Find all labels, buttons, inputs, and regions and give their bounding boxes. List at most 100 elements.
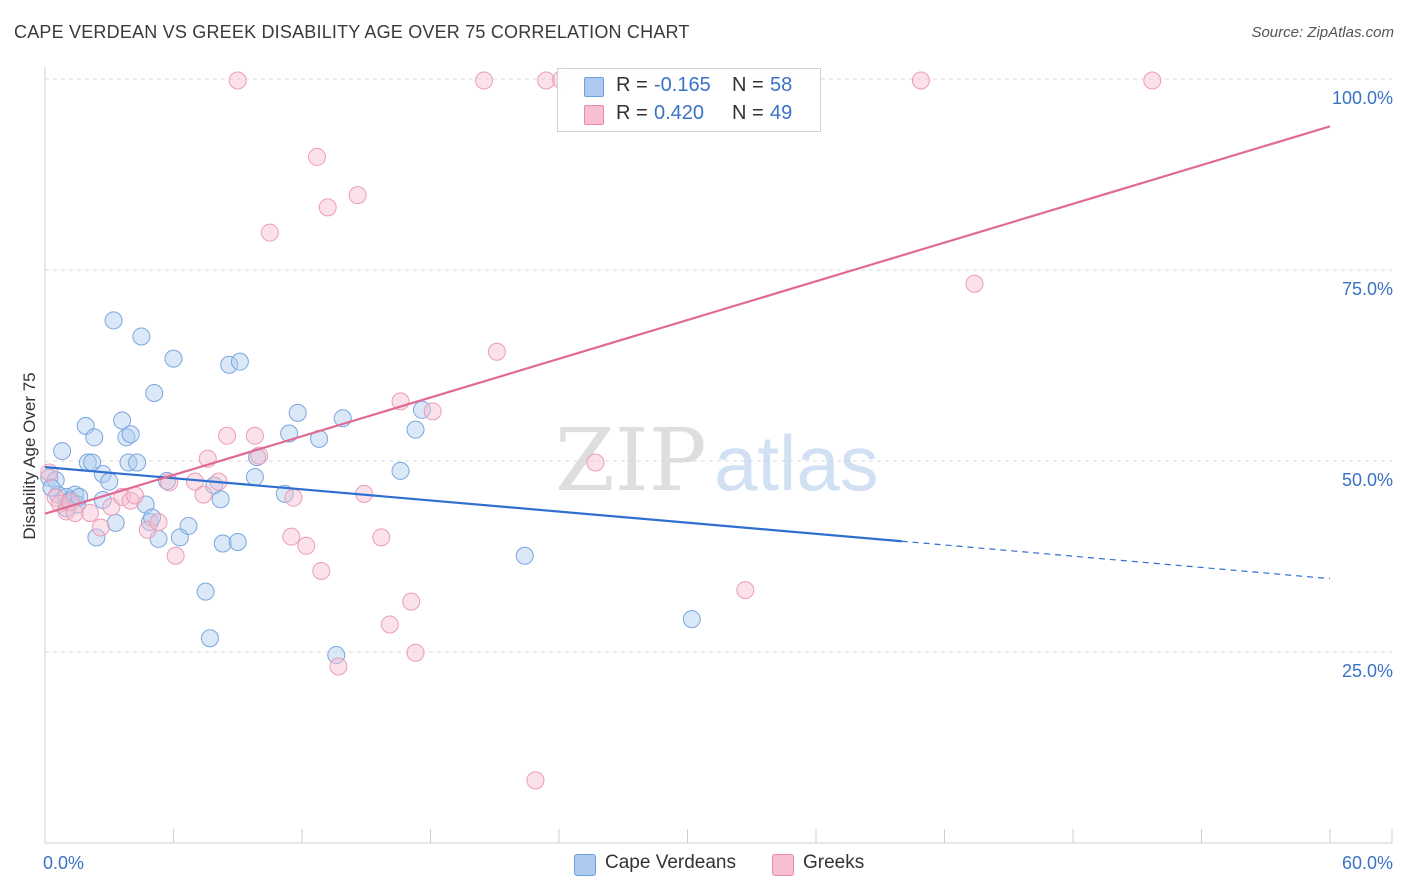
legend-swatch-cape-verdeans [584, 77, 604, 97]
legend-n-label: N = [732, 102, 764, 124]
point-cape-verdean [164, 349, 183, 368]
point-cape-verdean [42, 478, 61, 497]
tick-labels: 25.0% 50.0% 75.0% 100.0% 0.0% 60.0% [43, 88, 1393, 873]
point-greek [91, 518, 110, 537]
point-greek [228, 71, 247, 90]
legend-row-greeks: R = 0.420 N = 49 [558, 100, 820, 128]
watermark: ZIP atlas [555, 411, 879, 511]
chart-title: CAPE VERDEAN VS GREEK DISABILITY AGE OVE… [14, 22, 690, 42]
watermark-atlas: atlas [714, 419, 879, 507]
point-greek [166, 546, 185, 565]
point-greek [149, 513, 168, 532]
bottom-legend-label-cape-verdeans: Cape Verdeans [605, 852, 736, 873]
point-greek [537, 71, 556, 90]
point-greek [260, 223, 279, 242]
point-greek [194, 485, 213, 504]
point-greek [487, 342, 506, 361]
point-greek [297, 536, 316, 555]
y-tick-label: 50.0% [1342, 470, 1393, 490]
y-axis-label: Disability Age Over 75 [20, 372, 39, 539]
point-cape-verdean [230, 352, 249, 371]
point-cape-verdean [100, 472, 119, 491]
point-greek [372, 528, 391, 547]
point-cape-verdean [85, 428, 104, 447]
point-cape-verdean [327, 646, 346, 665]
point-cape-verdean [211, 490, 230, 509]
point-cape-verdean [53, 442, 72, 461]
point-greek [1143, 71, 1162, 90]
legend-r-label: R = [616, 74, 648, 96]
legend-r-value-greeks: 0.420 [654, 102, 705, 124]
point-cape-verdean [682, 610, 701, 629]
point-cape-verdean [200, 629, 219, 648]
correlation-legend: R = -0.165 N = 58 R = 0.420 N = 49 [557, 68, 821, 132]
point-cape-verdean [121, 425, 140, 444]
point-greek [80, 503, 99, 522]
point-greek [911, 71, 930, 90]
trendline-greeks [44, 125, 1331, 515]
legend-row-cape-verdeans: R = -0.165 N = 58 [558, 72, 820, 100]
point-greek [348, 186, 367, 205]
grid-lines [45, 78, 1392, 653]
point-cape-verdean [220, 355, 239, 374]
point-cape-verdean [196, 582, 215, 601]
legend-n-value-greeks: 49 [770, 102, 793, 124]
point-greek [402, 592, 421, 611]
point-greek [312, 562, 331, 581]
point-cape-verdean [406, 420, 425, 439]
legend-swatch-greeks [584, 105, 604, 125]
point-cape-verdean [275, 484, 294, 503]
point-greek [736, 581, 755, 600]
trendline-cape-verdeans-extension [901, 540, 1331, 580]
legend-n-label: N = [732, 74, 764, 96]
point-greek [138, 520, 157, 539]
axes [44, 67, 1393, 844]
point-cape-verdean [145, 384, 164, 403]
point-cape-verdean [132, 327, 151, 346]
point-cape-verdean [87, 528, 106, 547]
chart-source: Source: ZipAtlas.com [1251, 24, 1394, 41]
point-greek [475, 71, 494, 90]
bottom-legend-swatch-greeks [772, 854, 794, 876]
point-cape-verdean [106, 513, 125, 532]
x-tick-label: 60.0% [1342, 853, 1393, 873]
point-greek [245, 426, 264, 445]
point-greek [284, 488, 303, 507]
point-greek [329, 657, 348, 676]
x-tick-label: 0.0% [43, 853, 84, 873]
point-cape-verdean [113, 411, 132, 430]
point-cape-verdean [213, 534, 232, 553]
y-tick-label: 75.0% [1342, 279, 1393, 299]
legend-r-label: R = [616, 102, 648, 124]
y-tick-label: 25.0% [1342, 661, 1393, 681]
point-cape-verdean [391, 461, 410, 480]
point-greek [586, 453, 605, 472]
trendline-cape-verdeans [44, 466, 902, 543]
point-greek [526, 771, 545, 790]
point-cape-verdean [93, 464, 112, 483]
point-greek [406, 643, 425, 662]
legend-r-value-cape-verdeans: -0.165 [654, 74, 711, 96]
point-cape-verdean [288, 403, 307, 422]
point-cape-verdean [245, 468, 264, 487]
point-greek [307, 147, 326, 166]
point-greek [218, 426, 237, 445]
bottom-legend-label-greeks: Greeks [803, 852, 865, 873]
legend-n-value-cape-verdeans: 58 [770, 74, 793, 96]
point-greek [282, 527, 301, 546]
point-cape-verdean [128, 453, 147, 472]
point-cape-verdean [179, 516, 198, 535]
point-greek [423, 402, 442, 421]
point-greek [965, 274, 984, 293]
watermark-zip: ZIP [555, 411, 707, 511]
point-greek [380, 615, 399, 634]
point-cape-verdean [228, 532, 247, 551]
point-cape-verdean [143, 508, 162, 527]
y-tick-label: 100.0% [1332, 88, 1393, 108]
bottom-legend-swatch-cape-verdeans [574, 854, 596, 876]
point-cape-verdean [515, 546, 534, 565]
point-cape-verdean [104, 311, 123, 330]
point-greek [318, 198, 337, 217]
trend-lines [44, 125, 1331, 580]
